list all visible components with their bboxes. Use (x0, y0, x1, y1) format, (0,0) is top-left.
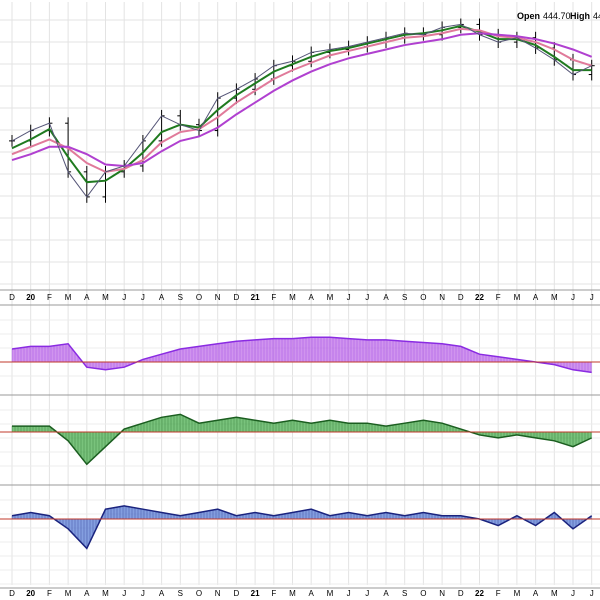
x-tick-label: D (458, 293, 464, 302)
high-readout: High44 (570, 11, 600, 21)
series-line-ma-mid (11, 27, 593, 173)
x-tick-label: M (514, 293, 521, 302)
x-tick-label-bottom: S (178, 589, 183, 598)
series-line-ma-slow (11, 32, 593, 167)
x-tick-label-bottom: D (234, 589, 240, 598)
x-tick-label: A (383, 293, 389, 302)
x-tick-label: F (496, 293, 501, 302)
x-tick-label-bottom: M (514, 589, 521, 598)
x-tick-label-bottom: S (402, 589, 407, 598)
x-tick-label: M (65, 293, 72, 302)
x-tick-label: J (347, 293, 351, 302)
x-tick-label: A (309, 293, 315, 302)
x-tick-label: J (590, 293, 594, 302)
x-tick-label: F (271, 293, 276, 302)
x-tick-label-bottom: A (309, 589, 315, 598)
x-tick-label: S (402, 293, 407, 302)
x-tick-label-bottom: M (65, 589, 72, 598)
indicator-line-2 (12, 413, 593, 466)
x-tick-label-bottom: D (458, 589, 464, 598)
high-value: 44 (593, 11, 600, 21)
x-tick-label-bottom: 20 (26, 589, 35, 598)
x-tick-label: N (439, 293, 445, 302)
x-tick-label-bottom: F (496, 589, 501, 598)
x-tick-label: M (102, 293, 109, 302)
x-tick-label: A (159, 293, 165, 302)
series-line-price-close (11, 23, 592, 198)
x-tick-label-bottom: J (590, 589, 594, 598)
x-tick-label-bottom: N (215, 589, 221, 598)
x-tick-label: D (234, 293, 240, 302)
x-tick-label: 22 (475, 293, 484, 302)
x-tick-label: A (84, 293, 90, 302)
x-tick-label-bottom: O (420, 589, 426, 598)
x-tick-label-bottom: J (347, 589, 351, 598)
x-tick-label-bottom: D (9, 589, 15, 598)
x-tick-label: J (122, 293, 126, 302)
x-tick-label-bottom: J (571, 589, 575, 598)
x-tick-label-bottom: J (141, 589, 145, 598)
x-tick-label-bottom: A (533, 589, 539, 598)
x-tick-label: F (47, 293, 52, 302)
x-tick-label: 20 (26, 293, 35, 302)
x-tick-label-bottom: A (383, 589, 389, 598)
indicator-line-3 (11, 505, 593, 550)
high-label: High (570, 11, 590, 21)
x-tick-label: J (571, 293, 575, 302)
x-tick-label-bottom: M (289, 589, 296, 598)
x-tick-label-bottom: F (271, 589, 276, 598)
x-tick-label-bottom: M (327, 589, 334, 598)
x-tick-label: S (178, 293, 183, 302)
x-tick-label-bottom: 21 (251, 589, 260, 598)
x-tick-label-bottom: M (551, 589, 558, 598)
x-tick-label: M (327, 293, 334, 302)
x-tick-label: O (196, 293, 202, 302)
x-tick-label-bottom: M (102, 589, 109, 598)
x-tick-label: J (365, 293, 369, 302)
x-tick-label: 21 (251, 293, 260, 302)
x-tick-label: N (215, 293, 221, 302)
x-tick-label: J (141, 293, 145, 302)
x-tick-label-bottom: O (196, 589, 202, 598)
series-line-ma-fast (11, 24, 592, 184)
x-tick-label: A (533, 293, 539, 302)
open-readout: Open 444.70 (517, 11, 571, 21)
x-tick-label-bottom: N (439, 589, 445, 598)
x-tick-label: D (9, 293, 15, 302)
x-tick-label-bottom: F (47, 589, 52, 598)
x-tick-label-bottom: A (84, 589, 90, 598)
open-value: 444.70 (543, 11, 571, 21)
x-tick-label: M (289, 293, 296, 302)
open-label: Open (517, 11, 541, 21)
x-tick-label-bottom: J (365, 589, 369, 598)
x-tick-label: M (551, 293, 558, 302)
x-tick-label-bottom: A (159, 589, 165, 598)
x-tick-label-bottom: 22 (475, 589, 484, 598)
x-tick-label: O (420, 293, 426, 302)
indicator-line-1 (11, 336, 592, 374)
x-tick-label-bottom: J (122, 589, 126, 598)
